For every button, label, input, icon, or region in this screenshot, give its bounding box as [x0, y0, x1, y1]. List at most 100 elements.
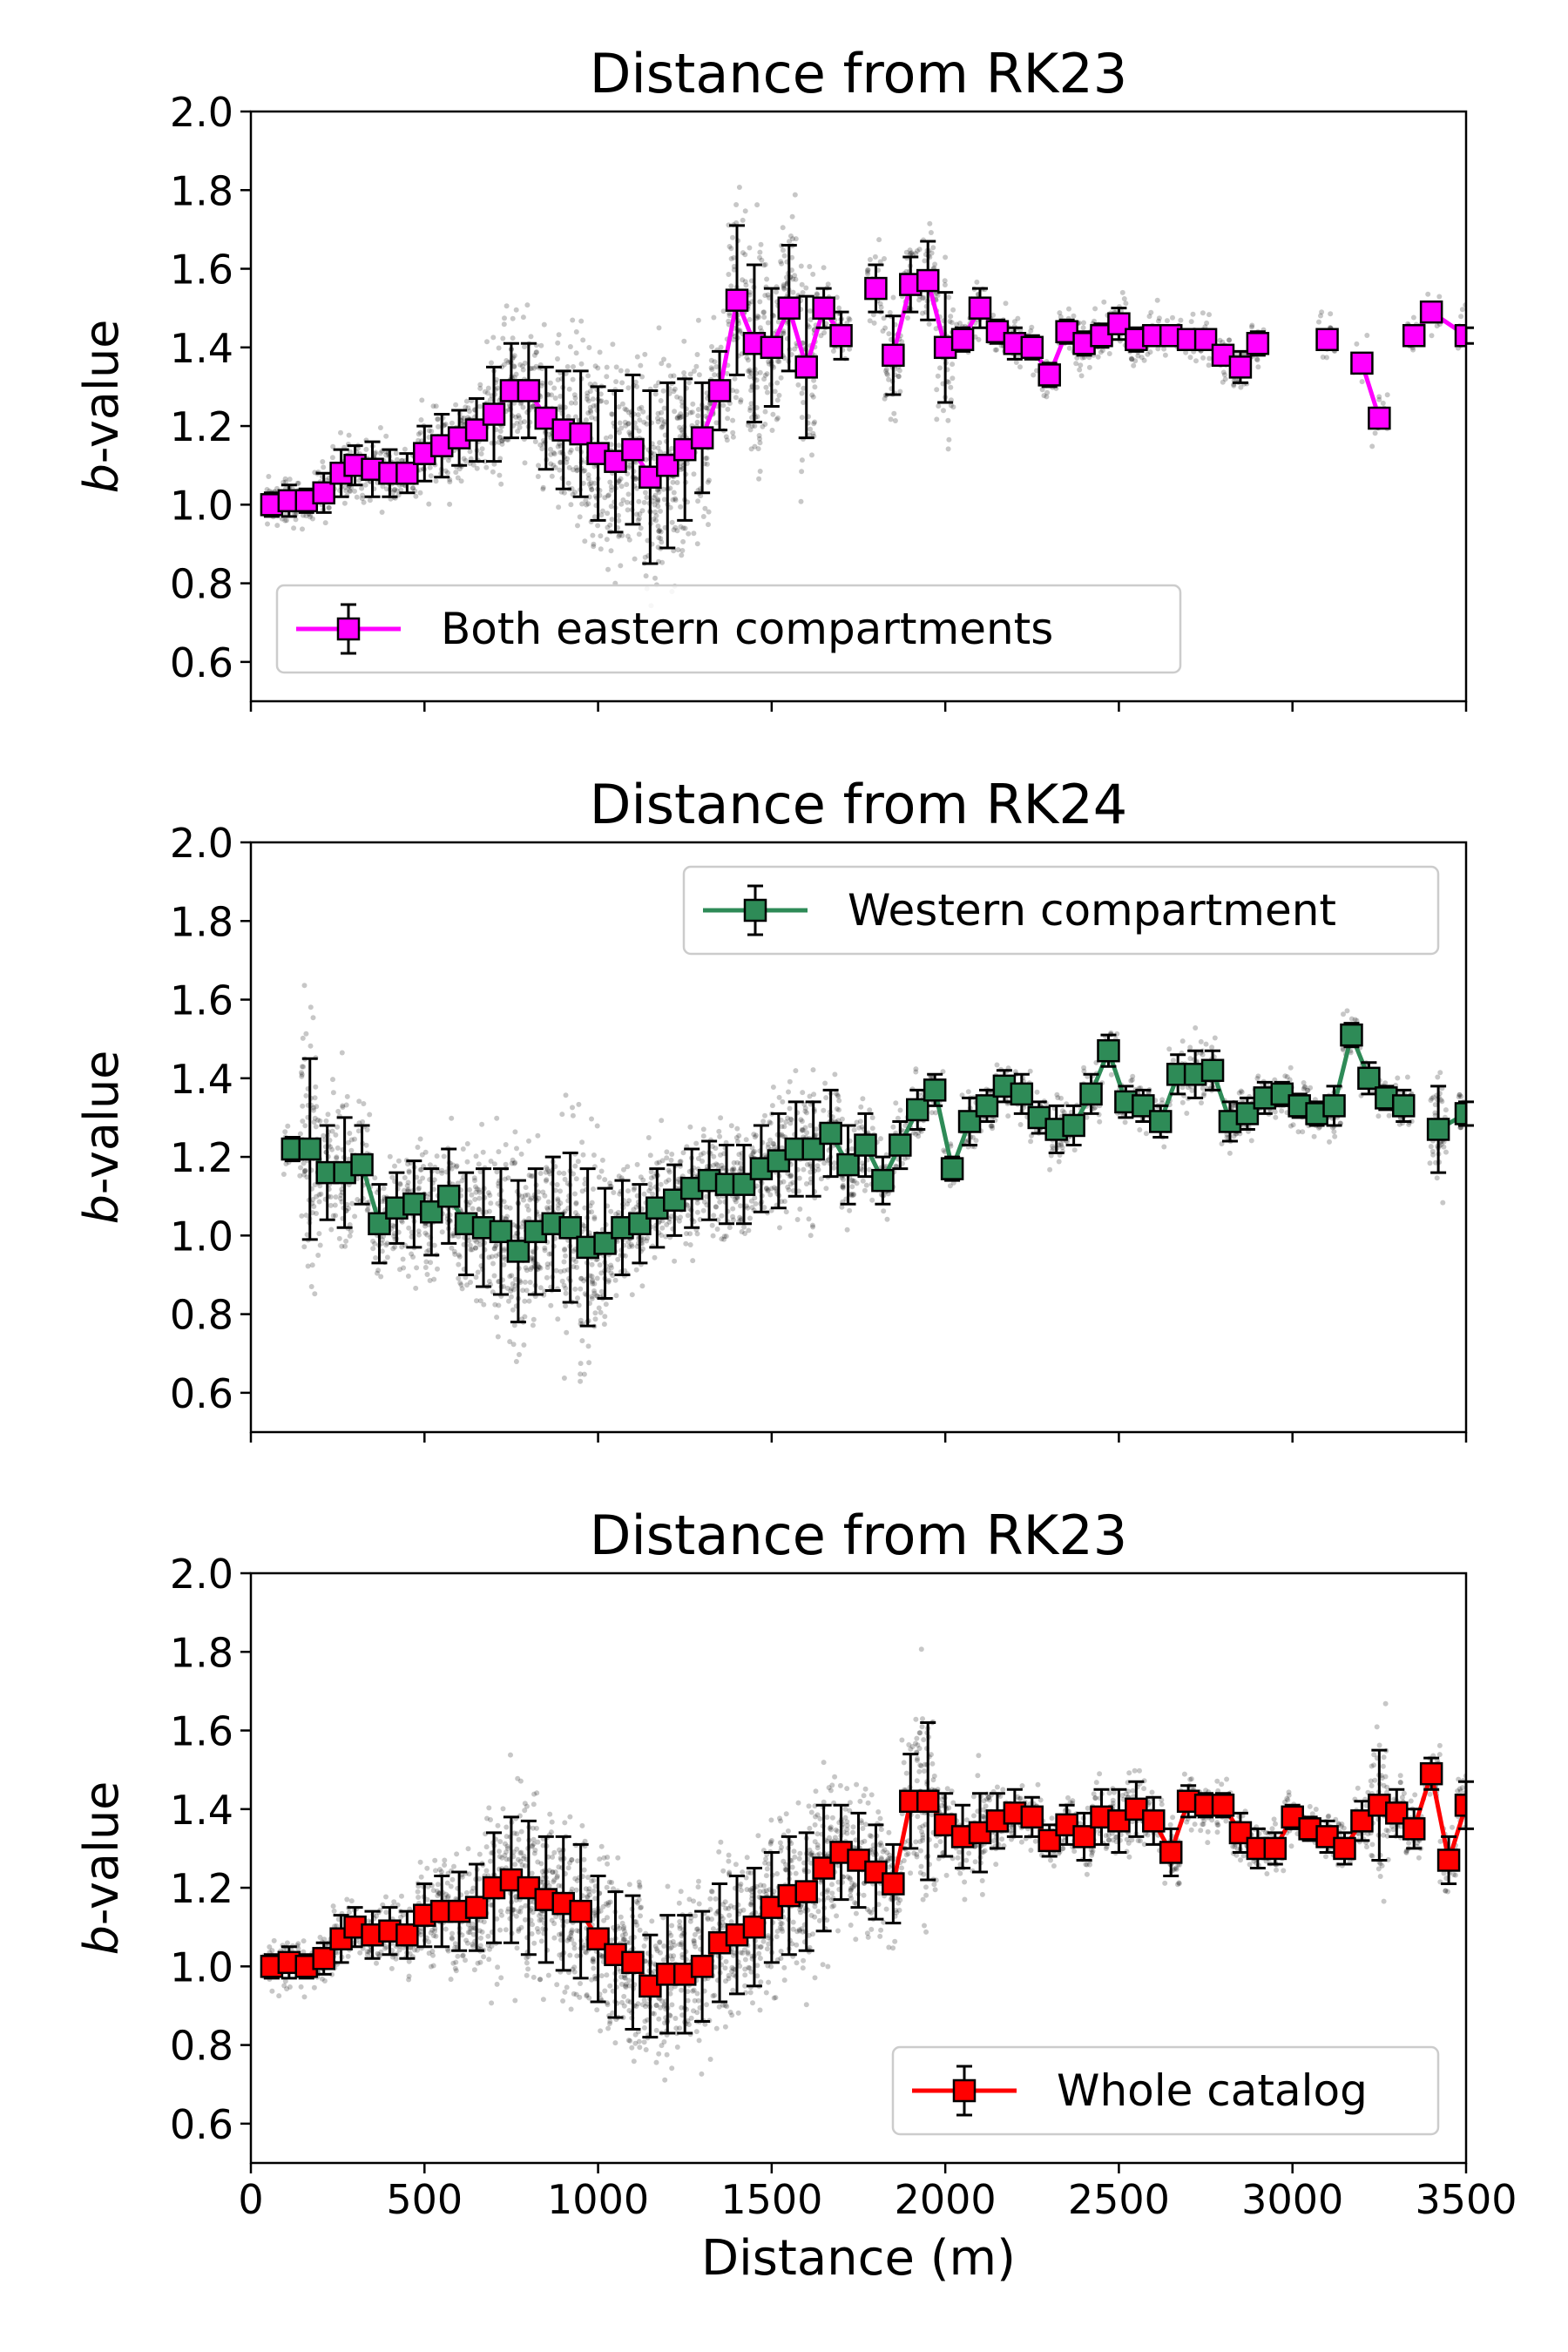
event-point [543, 1178, 549, 1184]
event-point [608, 1265, 614, 1271]
event-point [749, 1205, 755, 1211]
event-point [1071, 1147, 1078, 1153]
event-point [755, 314, 761, 321]
event-point [501, 1199, 507, 1205]
event-point [402, 446, 408, 452]
event-point [1141, 357, 1147, 363]
event-point [1058, 314, 1064, 320]
event-point [781, 286, 787, 292]
event-point [637, 417, 643, 423]
event-point [464, 1141, 470, 1146]
event-point [713, 1161, 720, 1167]
event-point [605, 510, 611, 517]
event-point [848, 1191, 855, 1197]
event-point [580, 480, 586, 486]
event-point [700, 514, 706, 519]
event-point [491, 1161, 497, 1167]
event-point [424, 1248, 430, 1254]
event-point [435, 1168, 441, 1174]
event-point [803, 1181, 809, 1186]
event-point [532, 439, 538, 444]
event-point [561, 1282, 567, 1288]
event-point [578, 1286, 584, 1292]
event-point [328, 1202, 334, 1208]
event-point [635, 412, 641, 418]
event-point [397, 1180, 403, 1186]
event-point [496, 1149, 502, 1155]
event-point [588, 483, 594, 490]
event-point [625, 368, 631, 374]
event-point [335, 1124, 341, 1130]
event-point [880, 328, 886, 334]
event-point [406, 1169, 412, 1175]
event-point [872, 253, 878, 260]
event-point [660, 486, 666, 492]
event-point [799, 390, 805, 396]
event-point [734, 1195, 740, 1200]
event-point [562, 1247, 567, 1254]
event-point [530, 1322, 536, 1328]
event-point [456, 1275, 462, 1281]
event-point [830, 348, 836, 354]
event-point [656, 1159, 662, 1166]
event-point [596, 1305, 602, 1311]
event-point [686, 531, 692, 537]
event-point [1166, 1046, 1173, 1052]
event-point [642, 490, 648, 496]
event-point [741, 1224, 747, 1230]
event-point [422, 1223, 428, 1229]
event-point [658, 449, 663, 455]
event-point [737, 1214, 743, 1220]
event-point [391, 487, 397, 493]
event-point [832, 1160, 837, 1166]
event-point [781, 1199, 787, 1205]
event-point [799, 415, 805, 421]
event-point [643, 573, 649, 579]
event-point [516, 413, 522, 419]
event-point [492, 1243, 498, 1249]
event-point [566, 386, 572, 392]
event-point [460, 421, 466, 427]
event-point [557, 407, 563, 413]
event-point [893, 1100, 899, 1106]
event-point [1061, 1110, 1067, 1115]
event-point [315, 1117, 321, 1123]
event-point [1146, 314, 1152, 320]
event-point [1012, 1069, 1018, 1075]
event-point [1206, 312, 1212, 318]
event-point [280, 479, 287, 485]
event-point [617, 420, 623, 426]
event-point [626, 537, 632, 543]
event-point [989, 1123, 995, 1129]
event-point [373, 1255, 379, 1260]
event-point [634, 354, 640, 360]
event-point [299, 1073, 305, 1079]
event-point [280, 1172, 287, 1177]
event-point [1190, 311, 1196, 317]
event-point [330, 443, 336, 449]
event-point [305, 1263, 311, 1269]
event-point [694, 1209, 700, 1215]
event-point [916, 297, 923, 303]
event-point [1051, 1146, 1056, 1152]
event-point [752, 1134, 758, 1140]
event-point [402, 1175, 408, 1180]
event-point [771, 1185, 777, 1191]
event-point [608, 504, 614, 510]
event-point [632, 1185, 638, 1191]
event-point [663, 1179, 669, 1185]
event-point [563, 1092, 569, 1098]
event-point [654, 499, 660, 505]
event-point [749, 423, 755, 429]
event-point [678, 467, 684, 473]
event-point [1097, 1119, 1103, 1125]
event-point [954, 321, 960, 328]
event-point [844, 1227, 850, 1233]
event-point [823, 1095, 829, 1101]
event-point [504, 358, 510, 363]
event-point [571, 364, 576, 369]
event-point [677, 424, 683, 430]
event-point [576, 1302, 582, 1308]
event-point [1078, 373, 1085, 379]
event-point [926, 321, 932, 327]
